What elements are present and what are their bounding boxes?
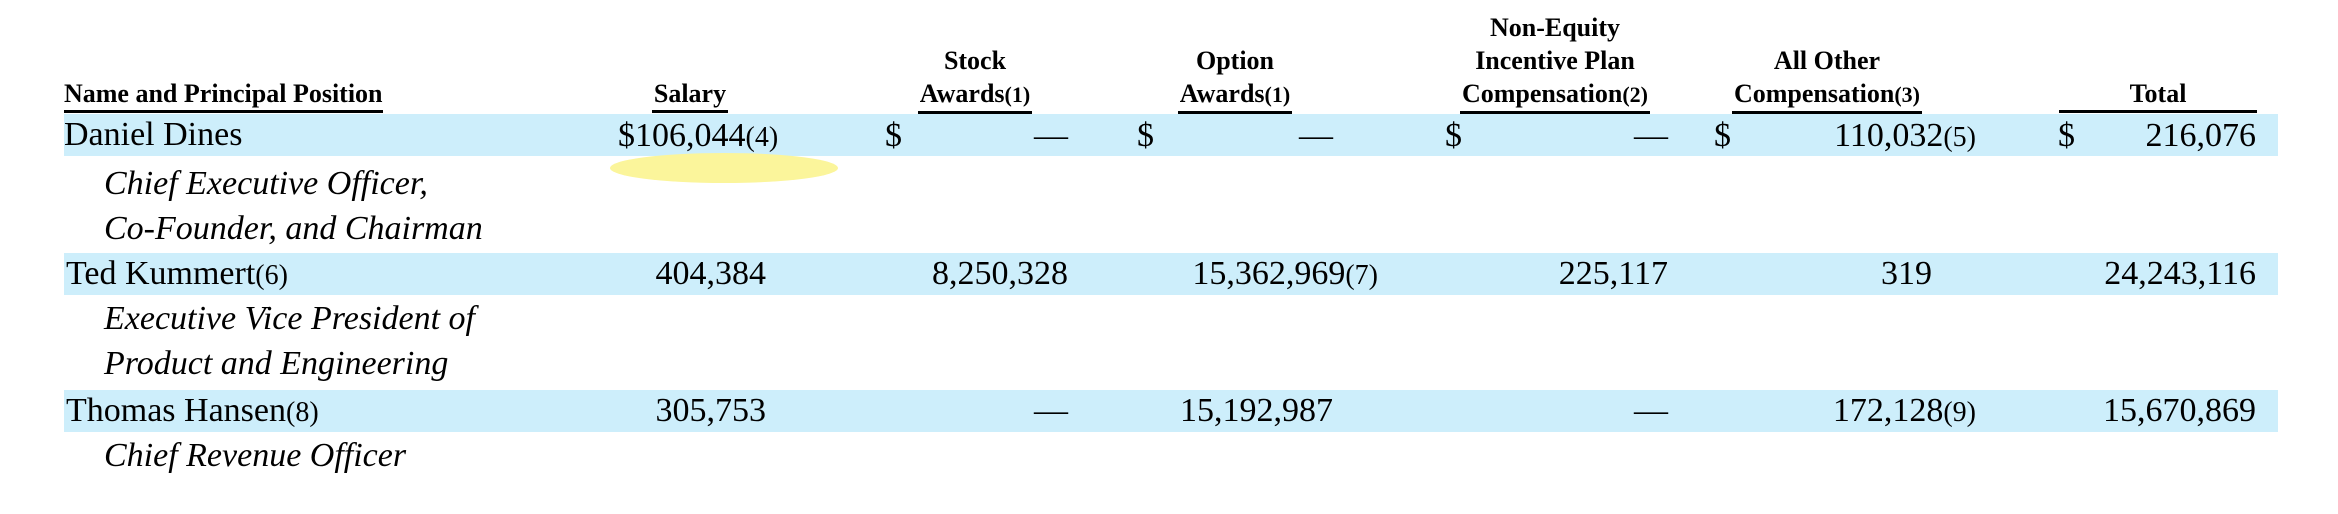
row-band-1 bbox=[64, 114, 2278, 156]
header-option: Option Awards(1) bbox=[1130, 44, 1340, 114]
table-row-1-total: 216,076 bbox=[2145, 117, 2257, 154]
header-other-line2: Compensation(3) bbox=[1731, 77, 1922, 114]
table-row-3-title-line1: Chief Revenue Officer bbox=[104, 437, 407, 474]
header-nonequity: Non-Equity Incentive Plan Compensation(2… bbox=[1440, 11, 1670, 114]
table-row-3-salary: 305,753 bbox=[655, 392, 767, 429]
table-row-1-other: 110,032(5) bbox=[1834, 117, 1976, 154]
highlighter-mark bbox=[610, 153, 838, 183]
table-row-1-title-line2: Co-Founder, and Chairman bbox=[104, 210, 483, 247]
table-row-1-total-currency: $ bbox=[2058, 117, 2075, 154]
table-row-1-name: Daniel Dines bbox=[64, 116, 243, 153]
row-band-3 bbox=[64, 390, 2278, 432]
header-other-line1: All Other bbox=[1773, 46, 1881, 75]
table-row-3-total: 15,670,869 bbox=[2103, 392, 2256, 429]
table-row-3-name: Thomas Hansen(8) bbox=[66, 392, 319, 429]
table-row-2-nonequity: 225,117 bbox=[1558, 255, 1668, 292]
header-other: All Other Compensation(3) bbox=[1712, 44, 1942, 114]
table-row-1-option-currency: $ bbox=[1137, 117, 1154, 154]
table-row-2-option: 15,362,969(7) bbox=[1192, 255, 1378, 292]
header-salary-label: Salary bbox=[651, 77, 729, 113]
table-row-3-stock: — bbox=[1034, 392, 1068, 429]
table-row-2-stock: 8,250,328 bbox=[932, 255, 1068, 292]
header-option-line1: Option bbox=[1195, 46, 1275, 75]
table-row-3-nonequity: — bbox=[1634, 392, 1668, 429]
table-row-1-nonequity: — bbox=[1634, 117, 1668, 154]
table-row-3-option: 15,192,987 bbox=[1180, 392, 1333, 429]
header-name-label: Name and Principal Position bbox=[64, 77, 383, 113]
header-stock-line1: Stock bbox=[943, 46, 1007, 75]
table-row-1-stock: — bbox=[1034, 117, 1068, 154]
header-option-line2: Awards(1) bbox=[1177, 77, 1293, 114]
table-row-1-option: — bbox=[1299, 117, 1333, 154]
table-row-1-nonequity-currency: $ bbox=[1445, 117, 1462, 154]
header-total: Total bbox=[2058, 77, 2258, 113]
table-row-1-title-line1: Chief Executive Officer, bbox=[104, 165, 428, 202]
row-band-2 bbox=[64, 253, 2278, 295]
table-row-1-stock-currency: $ bbox=[885, 117, 902, 154]
header-nonequity-line1: Non-Equity bbox=[1489, 13, 1621, 42]
header-nonequity-line3: Compensation(2) bbox=[1459, 77, 1650, 114]
table-row-1-other-currency: $ bbox=[1714, 117, 1731, 154]
header-total-label: Total bbox=[2059, 77, 2257, 113]
header-name: Name and Principal Position bbox=[64, 77, 383, 113]
header-stock: Stock Awards(1) bbox=[880, 44, 1070, 114]
header-nonequity-line2: Incentive Plan bbox=[1475, 46, 1635, 75]
table-row-3-other: 172,128(9) bbox=[1832, 392, 1976, 429]
table-row-2-name: Ted Kummert(6) bbox=[66, 255, 288, 292]
table-row-2-total: 24,243,116 bbox=[2104, 255, 2256, 292]
table-row-2-title-line2: Product and Engineering bbox=[104, 345, 449, 382]
table-row-2-title-line1: Executive Vice President of bbox=[104, 300, 475, 337]
table-row-1-salary: $106,044(4) bbox=[618, 117, 779, 154]
header-salary: Salary bbox=[615, 77, 765, 113]
header-stock-line2: Awards(1) bbox=[917, 77, 1033, 114]
table-row-2-other: 319 bbox=[1881, 255, 1932, 292]
table-row-2-salary: 404,384 bbox=[655, 255, 767, 292]
